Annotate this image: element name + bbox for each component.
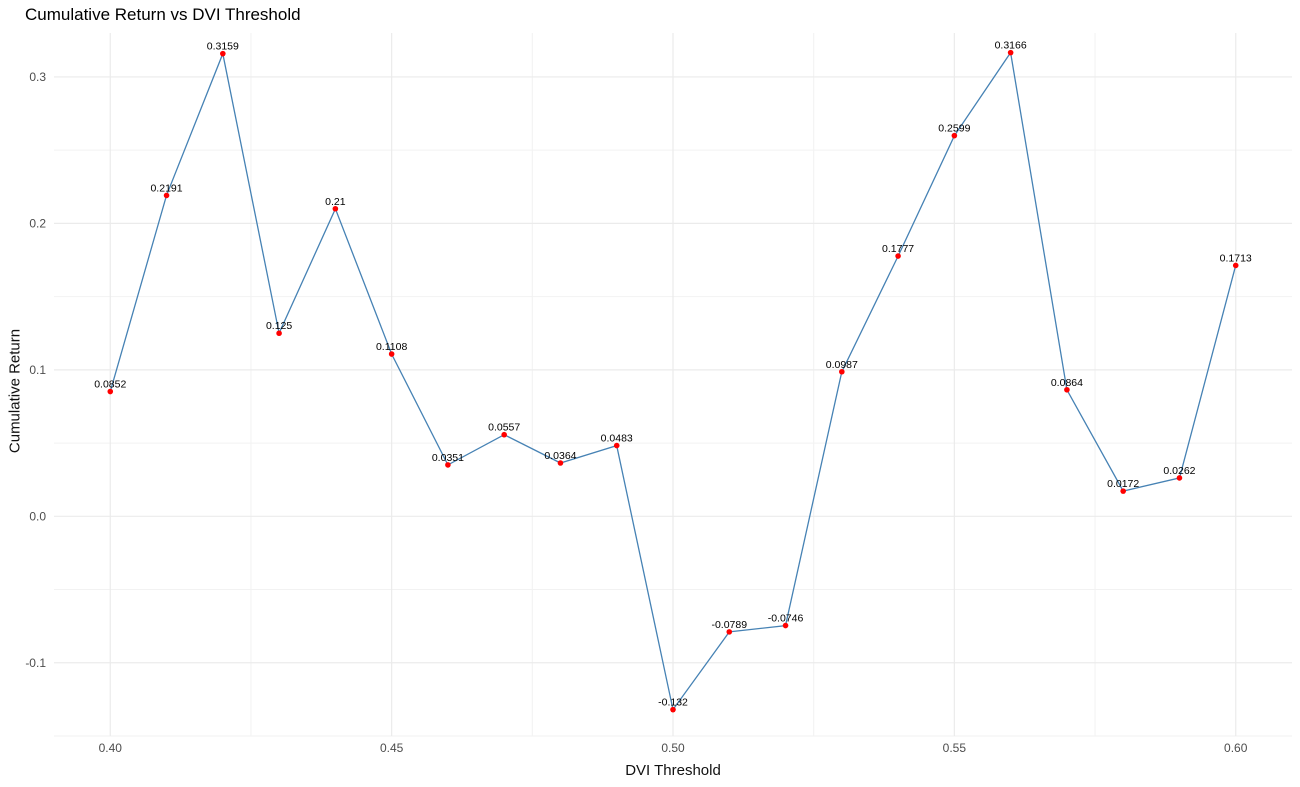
chart-title: Cumulative Return vs DVI Threshold <box>25 5 301 24</box>
data-point <box>163 192 170 199</box>
data-label: 0.1777 <box>882 243 914 255</box>
data-label: -0.0746 <box>768 613 804 625</box>
data-point <box>1176 475 1183 481</box>
data-label: 0.125 <box>266 320 292 332</box>
data-label: 0.0557 <box>488 422 520 434</box>
data-point <box>782 622 789 629</box>
data-label: 0.2599 <box>938 123 970 135</box>
data-label: 0.1713 <box>1220 252 1252 264</box>
data-label: 0.0864 <box>1051 377 1083 389</box>
data-label: 0.1108 <box>376 341 407 353</box>
data-point <box>107 388 114 395</box>
data-label: -0.0789 <box>711 619 747 631</box>
data-label: -0.132 <box>658 697 688 709</box>
data-label: 0.3159 <box>207 41 239 53</box>
data-point <box>613 442 620 449</box>
data-point <box>276 330 282 337</box>
y-tick-label: 0.0 <box>29 509 46 523</box>
data-label: 0.0172 <box>1107 478 1139 490</box>
x-tick-label: 0.60 <box>1224 741 1248 755</box>
data-label: 0.0987 <box>826 359 858 371</box>
data-label: 0.2191 <box>150 182 182 194</box>
data-point <box>220 50 226 57</box>
data-point <box>839 368 845 375</box>
x-tick-label: 0.55 <box>943 741 967 755</box>
data-point <box>1120 488 1126 494</box>
data-label: 0.21 <box>325 196 346 208</box>
data-point <box>388 351 395 357</box>
data-label: 0.0852 <box>94 379 126 391</box>
x-axis-label: DVI Threshold <box>625 762 721 779</box>
data-point <box>445 462 451 468</box>
data-label: 0.0364 <box>544 450 576 462</box>
data-label: 0.0262 <box>1163 465 1195 477</box>
data-label: 0.0351 <box>432 452 464 464</box>
data-label: 0.3166 <box>995 40 1027 52</box>
x-tick-label: 0.50 <box>661 741 685 755</box>
data-point <box>332 205 339 212</box>
data-point <box>1232 262 1239 269</box>
data-point <box>501 431 507 438</box>
y-tick-label: -0.1 <box>25 656 46 670</box>
data-label: 0.0483 <box>601 433 633 445</box>
data-point <box>895 253 901 259</box>
data-point <box>1007 49 1014 56</box>
data-point <box>951 132 958 139</box>
data-point <box>726 629 733 635</box>
x-tick-label: 0.40 <box>99 741 123 755</box>
y-tick-label: 0.1 <box>29 363 46 377</box>
data-point <box>557 460 564 466</box>
y-axis-label: Cumulative Return <box>6 328 24 454</box>
y-tick-label: 0.2 <box>29 216 46 230</box>
y-tick-label: 0.3 <box>29 70 46 84</box>
x-tick-label: 0.45 <box>380 741 404 755</box>
data-point <box>670 706 676 713</box>
data-point <box>1064 386 1070 393</box>
